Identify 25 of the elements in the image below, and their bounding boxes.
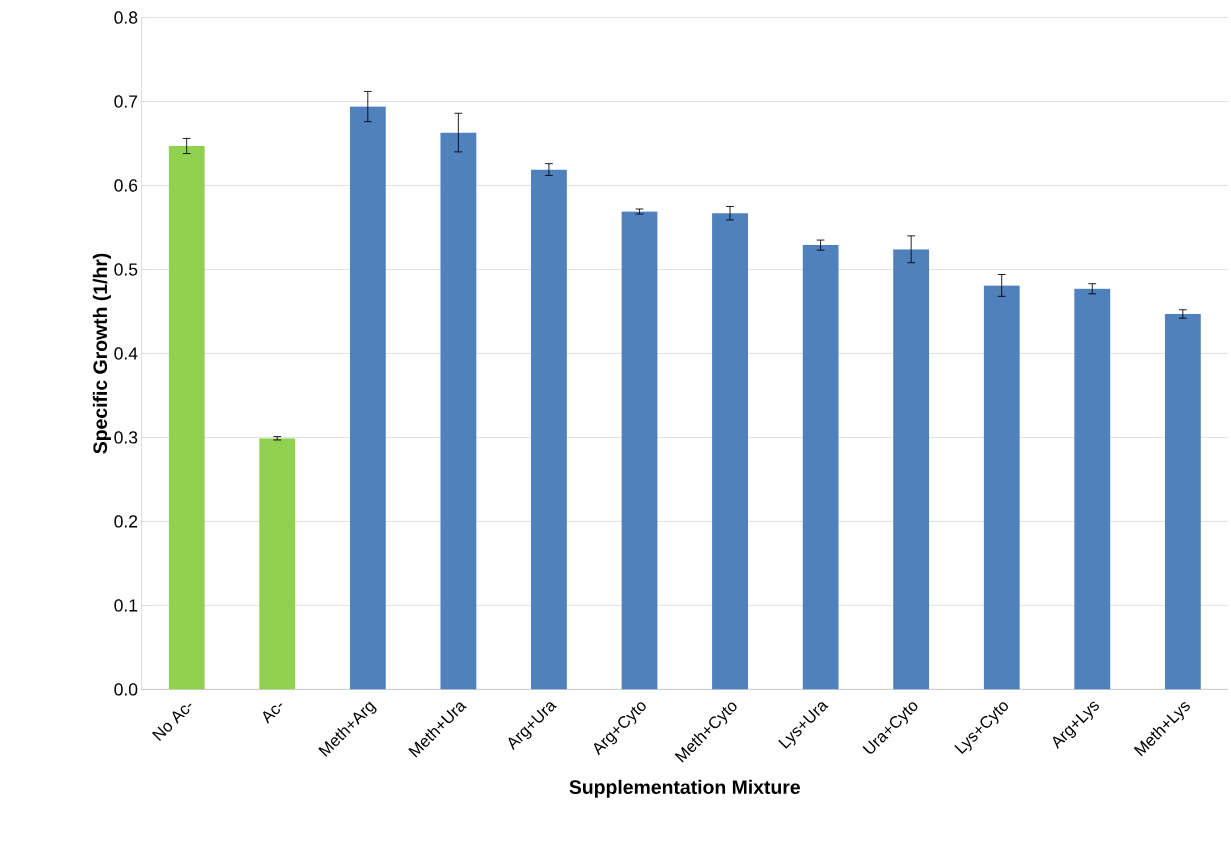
bar bbox=[712, 213, 748, 690]
y-tick-label: 0.4 bbox=[114, 347, 138, 360]
x-axis-title: Supplementation Mixture bbox=[569, 779, 800, 799]
bar bbox=[893, 249, 930, 690]
bar bbox=[802, 245, 839, 690]
y-tick-label: 0.1 bbox=[114, 599, 138, 612]
y-tick-label: 0.8 bbox=[114, 11, 138, 24]
x-tick-label: No Ac- bbox=[152, 703, 192, 742]
y-axis-title: Specific Growth (1/hr) bbox=[92, 253, 111, 454]
bar bbox=[1164, 314, 1201, 690]
y-tick-label: 0.6 bbox=[114, 179, 138, 192]
bar bbox=[983, 285, 1020, 690]
bar bbox=[168, 146, 205, 690]
y-tick-label: 0.7 bbox=[114, 95, 138, 108]
y-tick-label: 0.0 bbox=[114, 683, 138, 696]
bar bbox=[1074, 288, 1111, 690]
bar bbox=[621, 211, 658, 690]
y-tick-label: 0.3 bbox=[114, 431, 138, 444]
y-tick-label: 0.5 bbox=[114, 263, 138, 276]
bar bbox=[530, 169, 567, 690]
bar bbox=[440, 132, 477, 690]
bar bbox=[349, 106, 386, 690]
bar bbox=[259, 438, 296, 690]
y-tick-label: 0.2 bbox=[114, 515, 138, 528]
x-tick-label: Ac- bbox=[263, 703, 283, 725]
